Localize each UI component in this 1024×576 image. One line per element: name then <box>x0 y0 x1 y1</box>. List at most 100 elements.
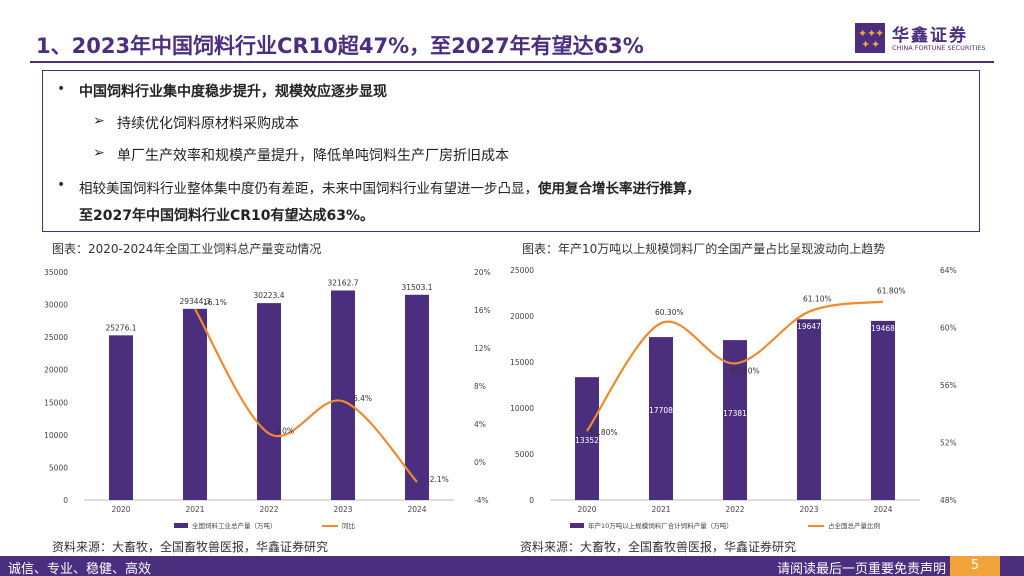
y-left-tick-label: 25000 <box>44 333 68 342</box>
footer-disclaimer-link[interactable]: 请阅读最后一页重要免责声明 <box>776 562 946 576</box>
legend-bar-swatch <box>174 523 188 528</box>
y-left-tick-label: 5000 <box>49 463 68 472</box>
line-value-label: 3.0% <box>275 427 294 436</box>
y-right-tick-label: 4% <box>474 420 486 429</box>
bar <box>649 337 673 500</box>
bar-value-label: 17708 <box>649 406 673 415</box>
y-left-tick-label: 0 <box>529 496 534 505</box>
bar-value-label: 31503.1 <box>401 283 432 292</box>
x-tick-label: 2022 <box>725 505 744 514</box>
chart-1-source: 资料来源：大畜牧，全国畜牧兽医报，华鑫证券研究 <box>52 540 329 554</box>
y-right-tick-label: 8% <box>474 382 486 391</box>
y-right-tick-label: 60% <box>940 324 957 333</box>
line-value-label: 52.80% <box>589 428 618 437</box>
line-value-label: 16.1% <box>203 298 227 307</box>
y-left-tick-label: 0 <box>63 496 68 505</box>
company-logo: ✦ ✦ ✦ ✦ ✦ 华鑫证券 CHINA FORTUNE SECURITIES <box>855 21 995 55</box>
y-right-tick-label: 48% <box>940 496 957 505</box>
y-left-tick-label: 35000 <box>44 268 68 277</box>
bar <box>797 319 821 500</box>
y-left-tick-label: 20000 <box>510 312 534 321</box>
legend-bar-label: 全国饲料工业总产量（万吨） <box>192 521 277 530</box>
bar <box>331 290 355 500</box>
y-right-tick-label: 56% <box>940 381 957 390</box>
line-value-label: 57.50% <box>731 366 760 375</box>
bar <box>405 294 429 500</box>
bar <box>257 303 281 500</box>
bullet-dot-icon: • <box>57 81 66 97</box>
bar <box>109 335 133 500</box>
series-line <box>194 308 418 483</box>
y-left-tick-label: 10000 <box>510 404 534 413</box>
bar-value-label: 13352 <box>575 436 599 445</box>
y-right-tick-label: 64% <box>940 266 957 275</box>
bullet-dot-icon: • <box>57 177 66 193</box>
series-line <box>586 300 884 432</box>
title-divider <box>30 61 994 63</box>
line-value-label: 61.10% <box>803 295 832 304</box>
bar-value-label: 32162.7 <box>327 278 358 287</box>
bar-value-label: 19468 <box>871 324 895 333</box>
y-right-tick-label: 52% <box>940 439 957 448</box>
bar <box>871 320 895 500</box>
bar-value-label: 25276.1 <box>105 323 136 332</box>
bar <box>575 377 599 500</box>
bar <box>723 340 747 500</box>
y-right-tick-label: -4% <box>474 496 489 505</box>
line-value-label: -2.1% <box>427 475 449 484</box>
line-value-label: 61.80% <box>877 287 906 296</box>
bar-value-label: 17381 <box>723 409 747 418</box>
key-points-box: • 中国饲料行业集中度稳步提升，规模效应逐步显现 ➢ 持续优化饲料原材料采购成本… <box>42 70 980 232</box>
y-right-tick-label: 0% <box>474 458 486 467</box>
legend-line-label: 同比 <box>342 521 356 530</box>
sub-bullet-2: 单厂生产效率和规模产量提升，降低单吨饲料生产厂房折旧成本 <box>117 148 509 164</box>
bar-value-label: 19647 <box>797 322 821 331</box>
bar-value-label: 30223.4 <box>253 291 284 300</box>
y-left-tick-label: 15000 <box>44 398 68 407</box>
y-right-tick-label: 20% <box>474 268 491 277</box>
line-value-label: 6.4% <box>353 394 372 403</box>
logo-text: 华鑫证券 <box>892 26 968 46</box>
bullet-2-text: 相较美国饲料行业整体集中度仍有差距，未来中国饲料行业有望进一步凸显， <box>79 181 538 197</box>
arrow-bullet-icon: ➢ <box>93 113 105 129</box>
legend-line-label: 占全国总产量比例 <box>828 521 880 530</box>
y-left-tick-label: 10000 <box>44 431 68 440</box>
sub-bullet-1: 持续优化饲料原材料采购成本 <box>117 116 299 132</box>
bar-value-label: 29344.3 <box>179 297 210 306</box>
y-left-tick-label: 30000 <box>44 301 68 310</box>
y-left-tick-label: 5000 <box>515 450 534 459</box>
page-number: 5 <box>970 558 980 573</box>
y-right-tick-label: 16% <box>474 306 491 315</box>
arrow-bullet-icon: ➢ <box>93 145 105 161</box>
y-left-tick-label: 15000 <box>510 358 534 367</box>
bullet-2: 相较美国饲料行业整体集中度仍有差距，未来中国饲料行业有望进一步凸显，使用复合增长… <box>79 177 700 197</box>
x-tick-label: 2024 <box>873 505 892 514</box>
x-tick-label: 2020 <box>111 505 130 514</box>
footer-bar: 诚信、专业、稳健、高效 请阅读最后一页重要免责声明 5 <box>0 556 1024 576</box>
bullet-1: 中国饲料行业集中度稳步提升，规模效应逐步显现 <box>79 84 387 100</box>
x-tick-label: 2024 <box>407 505 426 514</box>
legend-bar-label: 年产10万吨以上规模饲料厂合计饲料产量（万吨） <box>588 521 733 530</box>
chart-2-svg: 0 5000 10000 15000 20000 25000 48% 52% 56% 60% 64%… <box>510 266 957 530</box>
chart-1-svg: 0 5000 10000 15000 20000 25000 30000 35000 -4% 0%… <box>44 268 491 530</box>
y-right-tick-label: 12% <box>474 344 491 353</box>
page-title: 1、2023年中国饲料行业CR10超47%，至2027年有望达63% <box>36 34 644 58</box>
bullet-2-cont: 至2027年中国饲料行业CR10有望达成63%。 <box>79 208 375 224</box>
logo-subtext: CHINA FORTUNE SECURITIES <box>892 44 986 52</box>
chart-2-caption: 图表：年产10万吨以上规模饲料厂的全国产量占比呈现波动向上趋势 <box>522 242 886 256</box>
bar <box>183 308 207 500</box>
line-value-label: 60.30% <box>655 308 684 317</box>
chart-2-source: 资料来源：大畜牧，全国畜牧兽医报，华鑫证券研究 <box>520 540 797 554</box>
bullet-2-bold: 使用复合增长率进行推算， <box>538 181 700 197</box>
y-left-tick-label: 25000 <box>510 266 534 275</box>
x-tick-label: 2020 <box>577 505 596 514</box>
x-tick-label: 2021 <box>651 505 670 514</box>
x-tick-label: 2023 <box>799 505 818 514</box>
logo-mark-icon: ✦ ✦ ✦ ✦ ✦ <box>855 23 885 53</box>
y-left-tick-label: 20000 <box>44 366 68 375</box>
footer-slogan: 诚信、专业、稳健、高效 <box>8 562 152 576</box>
legend-bar-swatch <box>570 523 584 528</box>
x-tick-label: 2022 <box>259 505 278 514</box>
chart-1-caption: 图表：2020-2024年全国工业饲料总产量变动情况 <box>52 242 322 256</box>
